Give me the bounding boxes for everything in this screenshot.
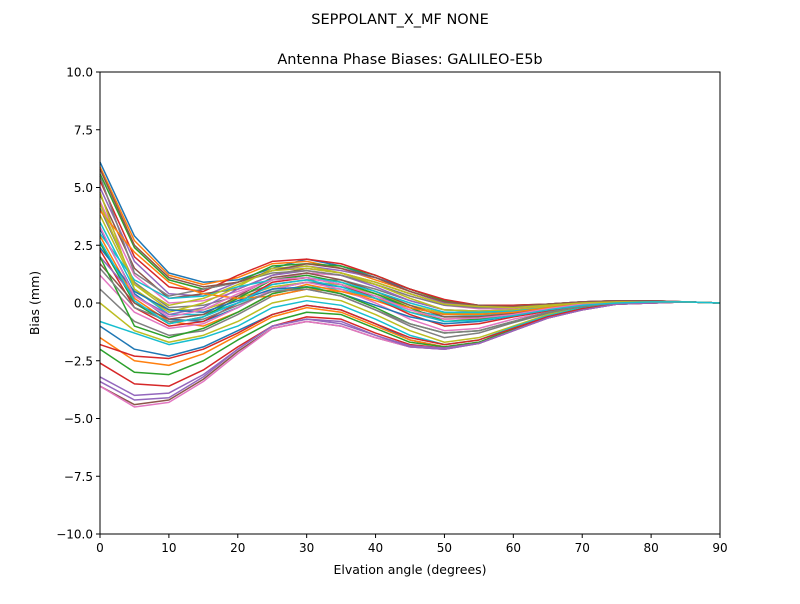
series-line	[99, 173, 721, 307]
series-line	[99, 168, 721, 308]
x-tick-label: 60	[506, 541, 521, 555]
x-tick-label: 20	[230, 541, 245, 555]
series-line	[99, 240, 721, 325]
y-tick-label: 10.0	[66, 66, 93, 80]
y-tick-label: −10.0	[56, 528, 93, 542]
y-tick-label: 0.0	[74, 297, 93, 311]
series-line	[99, 201, 721, 310]
x-tick-label: 50	[437, 541, 452, 555]
series-layer	[99, 161, 721, 408]
figure-suptitle: SEPPOLANT_X_MF NONE	[311, 12, 488, 28]
y-tick-label: −7.5	[64, 470, 93, 484]
y-tick-label: −5.0	[64, 412, 93, 426]
x-tick-label: 10	[161, 541, 176, 555]
y-tick-label: 2.5	[74, 239, 93, 253]
chart-title: Antenna Phase Biases: GALILEO-E5b	[277, 52, 542, 68]
series-line	[99, 203, 721, 309]
series-line	[99, 301, 721, 401]
x-tick-label: 90	[712, 541, 727, 555]
x-tick-label: 40	[368, 541, 383, 555]
x-tick-label: 80	[643, 541, 658, 555]
y-tick-label: 5.0	[74, 181, 93, 195]
series-line	[99, 166, 721, 308]
axes-layer: 0 10 20 30 40 50 60 70 80 90 −10.0 −7.5 −5.0 −2.5 0.0 2…	[56, 66, 727, 556]
y-tick-label: 7.5	[74, 123, 93, 137]
x-tick-label: 70	[575, 541, 590, 555]
series-line	[99, 175, 721, 309]
x-axis-label: Elvation angle (degrees)	[333, 562, 486, 577]
x-tick-label: 0	[96, 541, 104, 555]
y-tick-label: −2.5	[64, 354, 93, 368]
x-tick-label: 30	[299, 541, 314, 555]
y-axis-label: Bias (mm)	[27, 271, 42, 335]
